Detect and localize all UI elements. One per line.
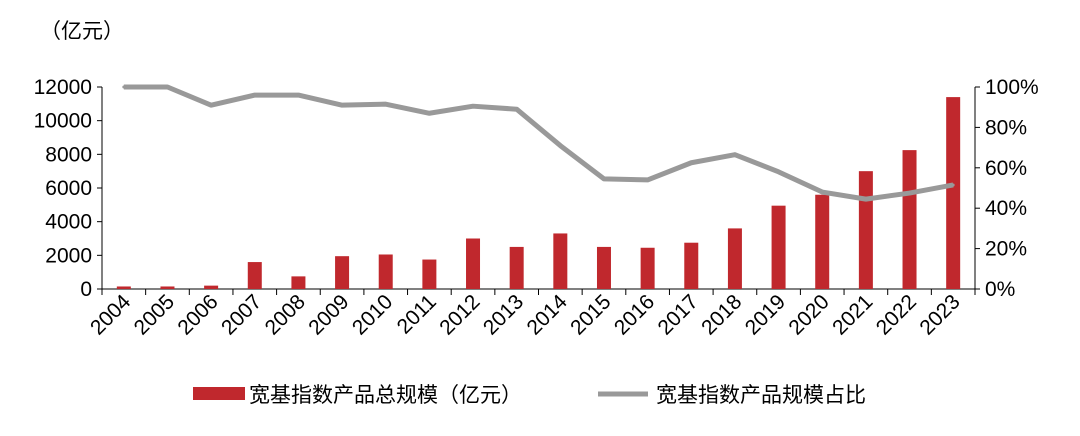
right-axis-tick-label: 60% [985, 157, 1027, 180]
line-point-2007 [253, 93, 257, 97]
right-axis-tick-label: 40% [985, 197, 1027, 220]
bar-2010 [378, 254, 393, 289]
left-axis-tick-label: 0 [80, 278, 92, 301]
line-point-2009 [340, 103, 344, 107]
bar-2011 [422, 259, 437, 289]
x-axis-tick-label: 2019 [741, 290, 790, 339]
line-point-2018 [733, 153, 737, 157]
bar-2012 [466, 238, 481, 289]
bar-2004 [116, 286, 131, 289]
line-point-2015 [602, 177, 606, 181]
line-series [122, 84, 955, 202]
x-axis-tick-label: 2006 [173, 290, 222, 339]
bar-2020 [815, 194, 830, 289]
bar-2021 [858, 171, 873, 289]
x-axis-tick-label: 2016 [610, 290, 659, 339]
line-point-2011 [427, 111, 431, 115]
line-point-2012 [471, 104, 475, 108]
bar-2022 [902, 150, 917, 289]
bar-2009 [335, 256, 350, 289]
bar-2014 [553, 233, 568, 289]
legend-swatch-bar [193, 387, 245, 400]
left-axis-tick-label: 8000 [45, 143, 92, 166]
line-point-2004 [122, 85, 126, 89]
x-axis-tick-label: 2009 [304, 290, 353, 339]
bar-2017 [684, 242, 699, 289]
x-axis-tick-label: 2005 [130, 290, 179, 339]
x-axis-tick-label: 2014 [523, 290, 573, 340]
line-point-2013 [515, 107, 519, 111]
bar-2013 [509, 246, 524, 289]
bar-2008 [291, 276, 306, 289]
left-axis-tick-label: 10000 [34, 110, 92, 133]
bar-2018 [727, 228, 742, 289]
bar-2016 [640, 247, 655, 289]
right-axis-tick-label: 80% [985, 116, 1027, 139]
x-axis-tick-label: 2013 [479, 290, 528, 339]
left-axis-tick-label: 4000 [45, 211, 92, 234]
left-axis-tick-label: 12000 [34, 76, 92, 99]
x-axis-tick-label: 2007 [217, 290, 266, 339]
legend-label-line: 宽基指数产品规模占比 [656, 384, 866, 407]
line-point-2022 [908, 191, 912, 195]
line-point-2019 [777, 170, 781, 174]
x-axis-tick-label: 2017 [654, 290, 703, 339]
x-axis-tick-label: 2010 [348, 290, 397, 339]
line-point-2016 [646, 178, 650, 182]
x-axis-tick-label: 2004 [86, 290, 136, 340]
line-point-2014 [558, 144, 562, 148]
x-axis-tick-label: 2020 [784, 290, 833, 339]
legend-label-bar: 宽基指数产品总规模（亿元） [249, 384, 522, 407]
x-axis-tick-label: 2012 [435, 290, 484, 339]
legend: 宽基指数产品总规模（亿元） 宽基指数产品规模占比 [193, 384, 866, 407]
line-point-2010 [384, 102, 388, 106]
left-axis-unit-label: （亿元） [40, 20, 124, 43]
left-axis-tick-label: 2000 [45, 244, 92, 267]
bar-2007 [247, 262, 262, 289]
bar-2006 [204, 285, 219, 289]
line-point-2020 [820, 190, 824, 194]
line-point-2017 [689, 161, 693, 165]
x-axis-tick-label: 2022 [872, 290, 921, 339]
x-axis-tick-label: 2018 [697, 290, 746, 339]
x-axis-tick-label: 2021 [828, 290, 877, 339]
x-axis-tick-label: 2015 [566, 290, 615, 339]
line-point-2006 [209, 103, 213, 107]
line-point-2005 [165, 85, 169, 89]
bar-2005 [160, 286, 175, 289]
bar-series [116, 97, 961, 289]
right-axis-tick-label: 0% [985, 278, 1015, 301]
bar-2019 [771, 205, 786, 289]
line-point-2023 [951, 183, 955, 187]
axes: 0 2000 4000 6000 8000 10000 12000 0% 20% 40% 60% 80… [34, 76, 1039, 340]
bar-2023 [946, 97, 961, 289]
share-line [123, 84, 954, 202]
x-axis-tick-label: 2008 [261, 290, 310, 339]
left-axis-tick-label: 6000 [45, 177, 92, 200]
right-axis-tick-label: 100% [985, 76, 1039, 99]
x-axis-tick-label: 2011 [393, 290, 441, 338]
bar-2015 [596, 246, 611, 289]
x-axis-tick-label: 2023 [915, 290, 964, 339]
right-axis-tick-label: 20% [985, 238, 1027, 261]
line-point-2008 [296, 93, 300, 97]
line-point-2021 [864, 197, 868, 201]
